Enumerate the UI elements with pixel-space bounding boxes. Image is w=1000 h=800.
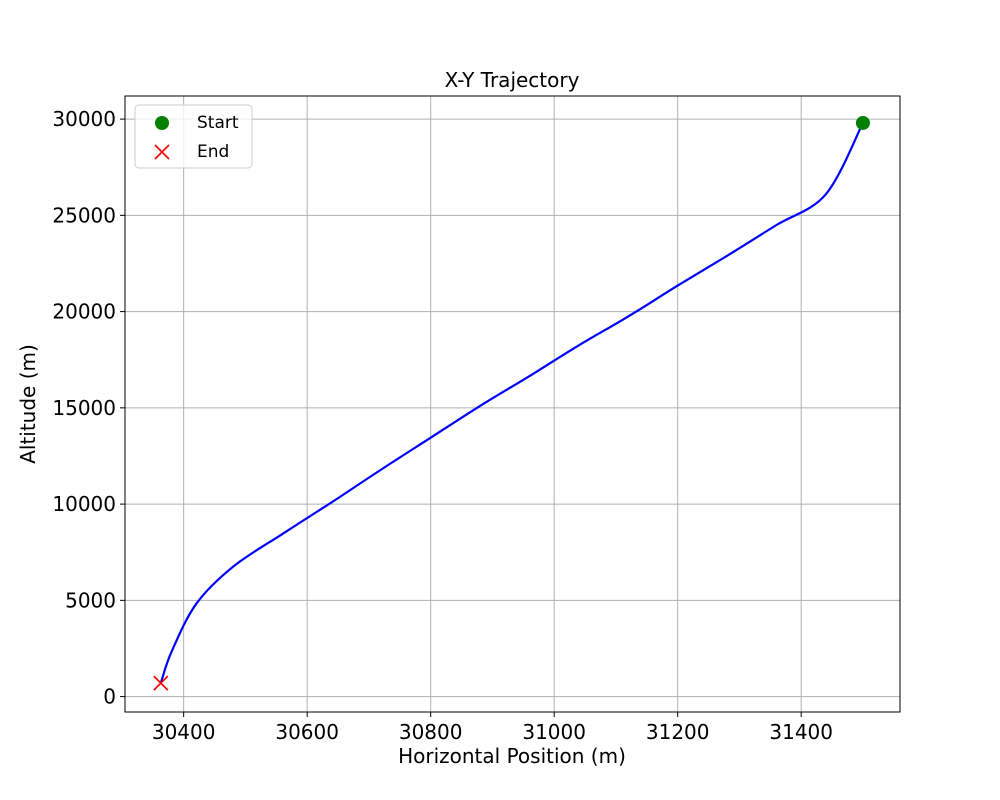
x-tick-label: 31400: [769, 720, 833, 744]
legend-end-marker: [154, 144, 170, 160]
y-tick-label: 5000: [65, 588, 116, 612]
legend: Start End: [134, 104, 253, 169]
end-point-marker: [153, 675, 169, 691]
plot-series: [153, 115, 870, 691]
x-tick-label: 31200: [646, 720, 710, 744]
trajectory-line: [159, 122, 864, 684]
y-axis-label: Altitude (m): [16, 344, 40, 464]
y-tick-label: 25000: [52, 203, 116, 227]
axis-ticks: 30400 30600 30800 31000 31200 31400 0 5000 10000…: [52, 107, 833, 744]
start-point-marker: [855, 115, 870, 130]
legend-end-label: End: [197, 142, 229, 162]
y-tick-label: 30000: [52, 107, 116, 131]
y-tick-label: 10000: [52, 492, 116, 516]
legend-start-label: Start: [197, 113, 239, 133]
plot-frame: [124, 95, 901, 713]
y-tick-label: 20000: [52, 300, 116, 324]
x-tick-label: 30600: [275, 720, 339, 744]
chart-title: X-Y Trajectory: [445, 68, 580, 92]
x-tick-label: 30400: [152, 720, 216, 744]
x-axis-label: Horizontal Position (m): [398, 744, 626, 768]
x-tick-label: 31000: [522, 720, 586, 744]
x-tick-label: 30800: [399, 720, 463, 744]
legend-start-marker: [155, 116, 169, 130]
grid: [125, 96, 900, 712]
y-tick-label: 0: [103, 685, 116, 709]
y-tick-label: 15000: [52, 396, 116, 420]
